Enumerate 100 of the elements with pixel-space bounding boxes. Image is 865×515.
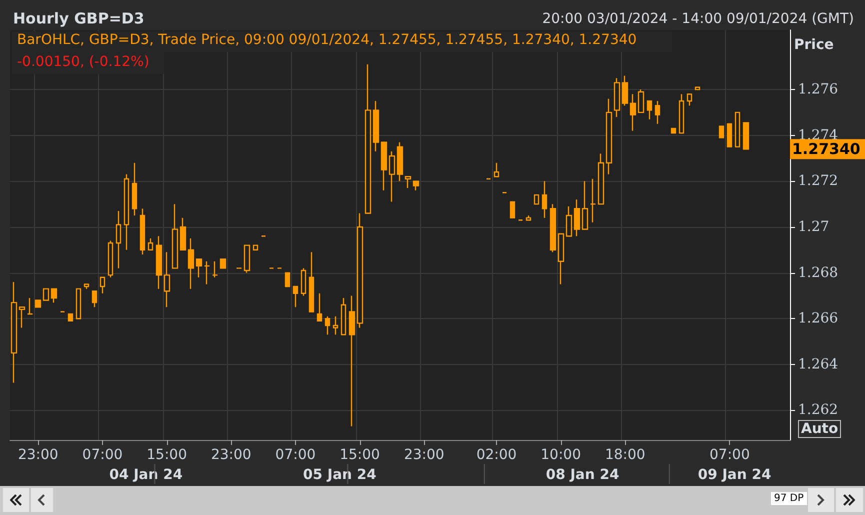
text: Auto <box>798 420 842 438</box>
candlestick <box>606 98 612 175</box>
candlestick <box>598 153 604 205</box>
candlestick <box>630 94 636 132</box>
x-tick-label: 07:00 <box>710 447 750 463</box>
candlestick <box>566 206 572 237</box>
candlestick <box>534 194 540 205</box>
candlestick <box>332 316 338 336</box>
candlestick <box>726 123 732 148</box>
candlestick <box>324 316 330 336</box>
text: 05 Jan 24 <box>303 467 377 483</box>
candlestick <box>188 238 194 290</box>
candlestick <box>292 286 298 308</box>
candlestick <box>132 162 138 216</box>
candlestick <box>742 122 750 150</box>
candlestick <box>212 260 218 278</box>
candlestick <box>558 233 564 285</box>
annotation: BarOHLC, GBP=D3, Trade Price, 09:00 09/01/2024, 1.27455, 1.27455, 1.27340, 1.27340 <box>17 32 637 48</box>
x-tick-label: 07:00 <box>275 447 316 463</box>
chart-subtitle: 20:00 03/01/2024 - 14:00 09/01/2024 (GMT) <box>542 11 854 27</box>
candlestick <box>316 292 322 322</box>
candlestick <box>18 306 26 328</box>
candlestick <box>42 288 50 301</box>
candlestick <box>404 176 412 189</box>
candlestick <box>300 268 306 296</box>
text: 1.27340 <box>792 140 860 158</box>
text: 08 Jan 24 <box>546 467 620 483</box>
candlestick <box>614 78 620 118</box>
candlestick <box>542 180 548 218</box>
candlestick <box>694 86 700 90</box>
candlestick <box>204 260 210 285</box>
candlestick <box>140 208 146 256</box>
candlestick <box>380 142 388 191</box>
x-tick-label: 10:00 <box>540 447 582 463</box>
candlestick <box>108 240 114 278</box>
candlestick <box>412 180 420 191</box>
candlestick <box>308 252 314 312</box>
candlestick <box>582 180 588 230</box>
candlestick <box>646 100 652 120</box>
candlestick <box>26 297 34 315</box>
candlestick <box>574 198 580 237</box>
x-tick-label: 23:00 <box>210 447 252 463</box>
y-tick-label: 1.27 <box>798 218 830 235</box>
candlestick <box>180 217 186 250</box>
candlestick <box>372 100 380 152</box>
x-tick-label: 15:00 <box>146 447 187 463</box>
x-tick-label: 07:00 <box>82 447 123 463</box>
candlestick <box>92 290 98 308</box>
x-tick-label: 23:00 <box>404 447 444 463</box>
candlestick <box>348 295 356 427</box>
candlestick <box>670 128 676 134</box>
chart-title: Hourly GBP=D3 <box>13 10 144 28</box>
annotation: -0.00150, (-0.12%) <box>17 54 150 70</box>
y-tick-label: 1.266 <box>798 310 838 327</box>
candlestick <box>526 214 532 221</box>
candlestick <box>252 244 258 250</box>
candlestick <box>494 162 500 178</box>
candlestick <box>356 212 364 328</box>
y-tick-label: 1.262 <box>798 402 838 418</box>
candlestick <box>220 258 226 269</box>
x-tick-label: 15:00 <box>340 447 380 463</box>
y-tick-label: 1.268 <box>798 264 838 281</box>
x-tick-label: 23:00 <box>18 447 58 463</box>
y-tick-label: 1.272 <box>798 173 838 190</box>
text: 04 Jan 24 <box>109 467 183 483</box>
candlestick <box>50 288 58 304</box>
text: 09 Jan 24 <box>698 467 772 483</box>
candlestick <box>622 75 628 106</box>
candlestick <box>156 236 162 290</box>
candlestick <box>284 272 290 288</box>
candlestick <box>364 64 372 214</box>
candlestick <box>638 88 644 114</box>
y-tick-label: 1.264 <box>798 356 838 372</box>
candlestick <box>164 252 170 308</box>
candlestick <box>76 288 82 320</box>
y-tick-label: 1.276 <box>798 82 838 98</box>
candlestick <box>396 142 404 182</box>
candlestick <box>196 258 202 278</box>
x-tick-label: 18:00 <box>604 447 646 463</box>
x-tick-label: 02:00 <box>476 447 517 463</box>
y-axis-title: Price <box>794 37 834 53</box>
candlestick <box>686 94 692 106</box>
candlestick <box>678 94 684 134</box>
candlestick <box>148 238 154 250</box>
candlestick <box>172 203 178 269</box>
text: 97 DP <box>771 492 807 505</box>
candlestick <box>654 100 660 125</box>
candlestick <box>34 300 42 308</box>
candlestick <box>100 276 106 294</box>
candlestick <box>68 313 74 322</box>
candlestick <box>244 244 250 274</box>
candlestick <box>718 126 724 138</box>
candlestick <box>510 201 516 218</box>
candlestick <box>84 284 90 290</box>
candlestick <box>340 297 346 336</box>
candlestick <box>124 174 130 250</box>
candlestick <box>388 150 396 202</box>
candlestick <box>550 203 556 253</box>
candlestick <box>116 210 122 269</box>
candlestick <box>590 178 596 223</box>
